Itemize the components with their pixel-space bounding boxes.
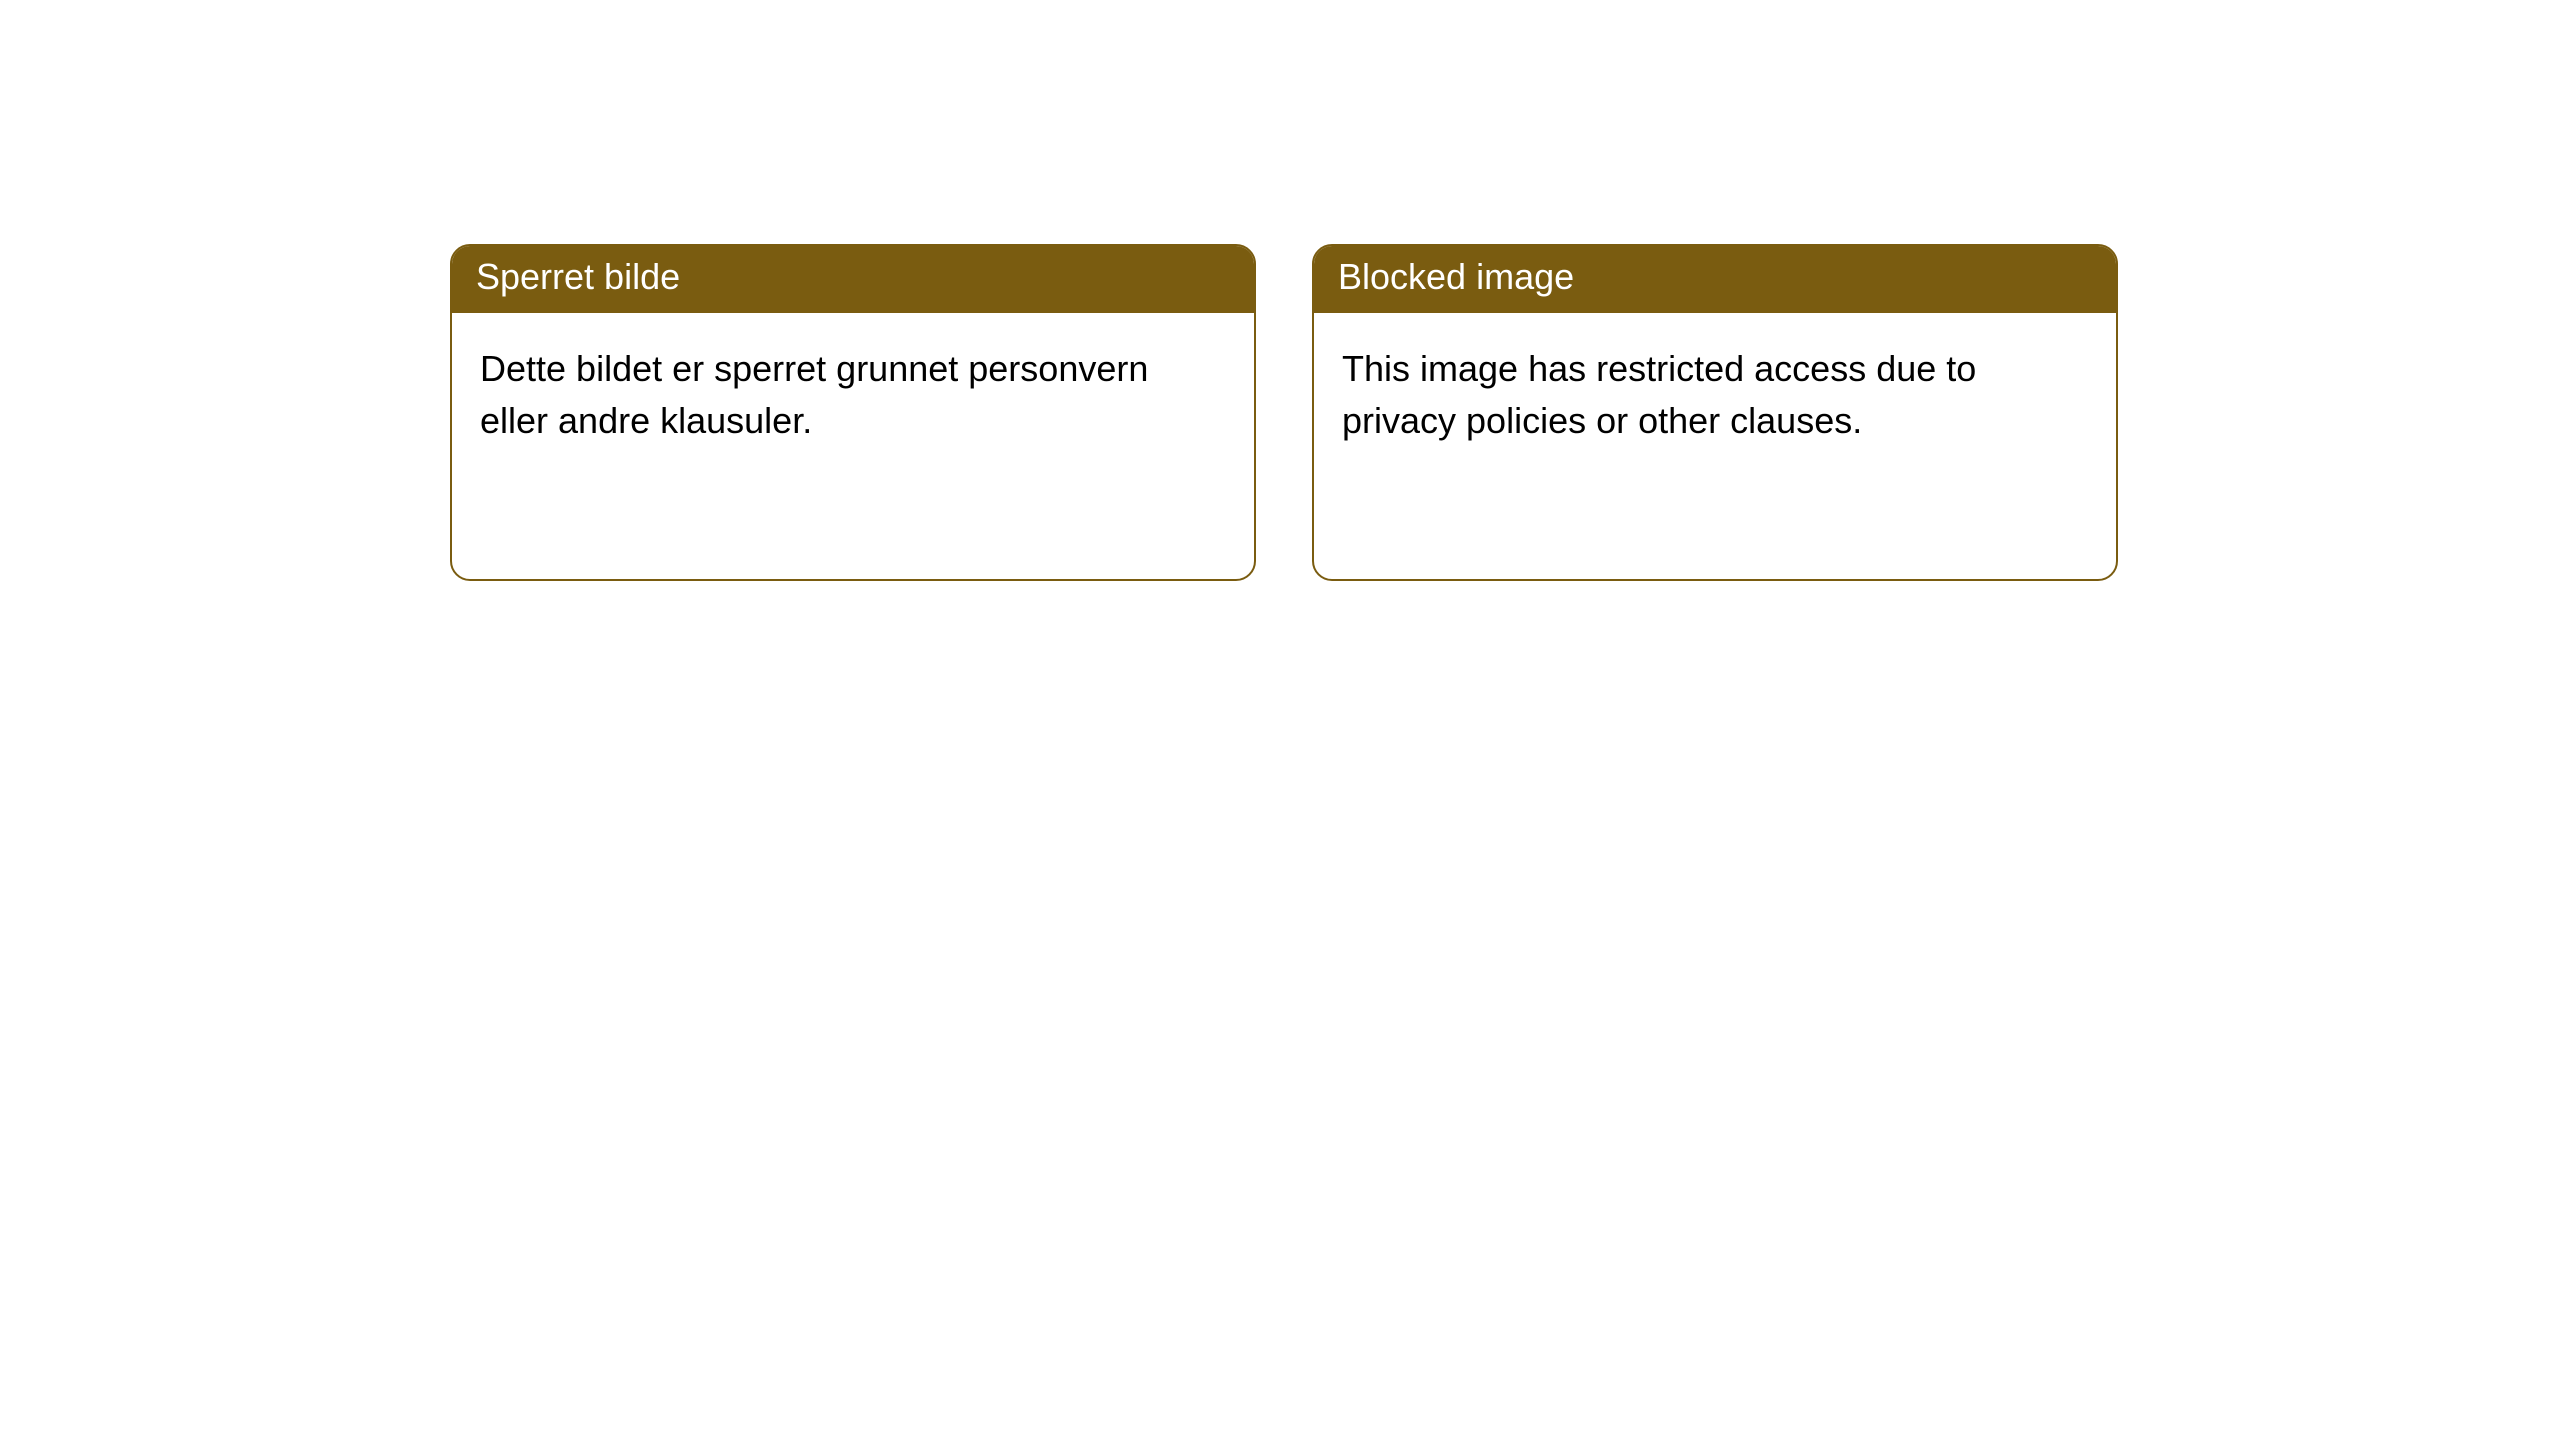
notice-title-norwegian: Sperret bilde [452, 246, 1254, 313]
notice-container: Sperret bilde Dette bildet er sperret gr… [0, 0, 2560, 581]
notice-card-english: Blocked image This image has restricted … [1312, 244, 2118, 581]
notice-title-english: Blocked image [1314, 246, 2116, 313]
notice-body-english: This image has restricted access due to … [1314, 313, 2116, 477]
notice-card-norwegian: Sperret bilde Dette bildet er sperret gr… [450, 244, 1256, 581]
notice-body-norwegian: Dette bildet er sperret grunnet personve… [452, 313, 1254, 477]
